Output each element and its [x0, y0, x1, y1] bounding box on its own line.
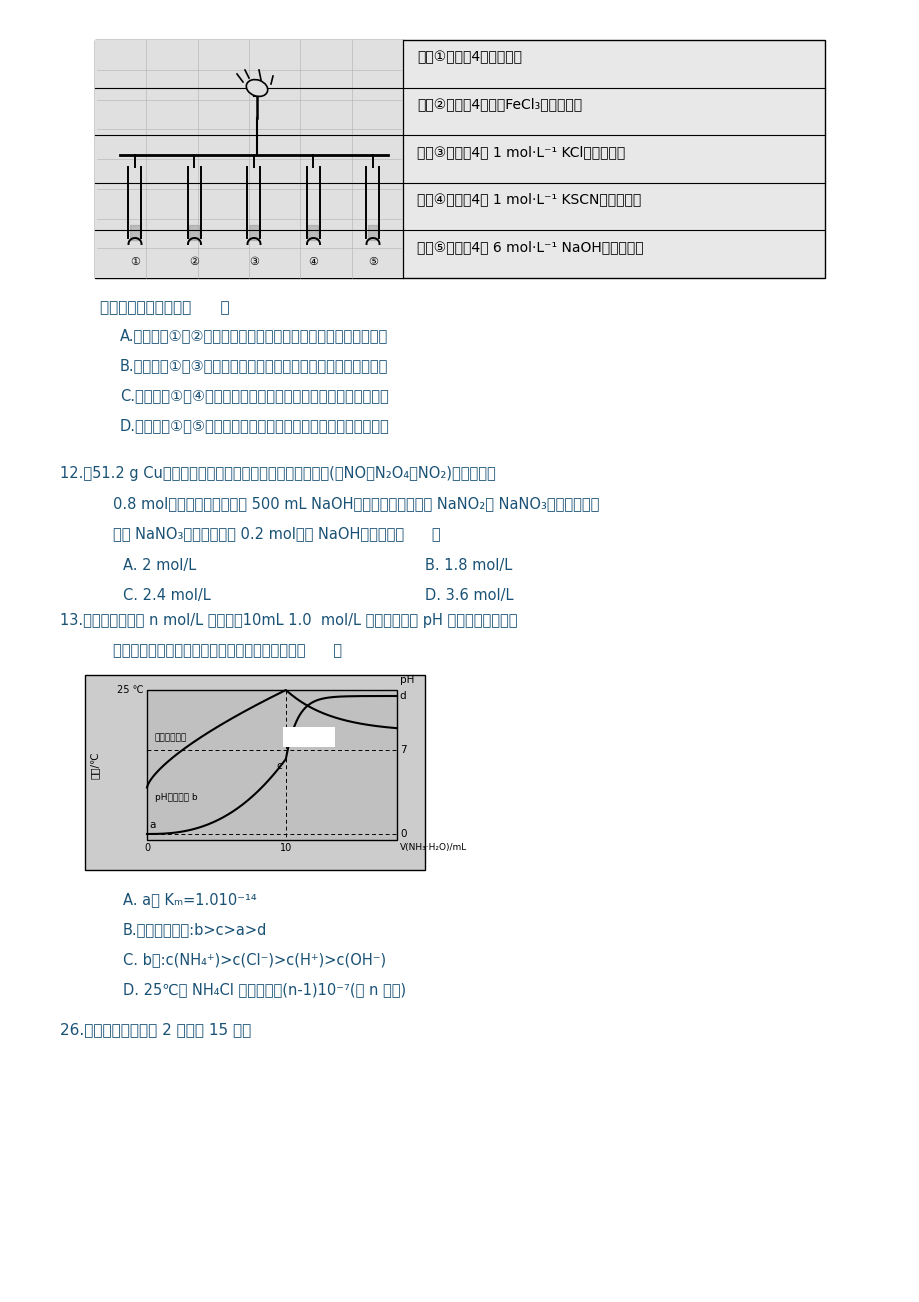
Text: 0.8 mol，这些气体恰好能被 500 mL NaOH溶液完全吸收，生成 NaNO₂和 NaNO₃两种盐溶液，: 0.8 mol，这些气体恰好能被 500 mL NaOH溶液完全吸收，生成 Na… [113, 496, 598, 510]
Text: pH: pH [400, 674, 414, 685]
Text: C. 2.4 mol/L: C. 2.4 mol/L [123, 589, 210, 603]
Text: ⑤: ⑤ [368, 256, 378, 267]
Text: 实验③：滴加4滴 1 mol·L⁻¹ KCl溶液，振荡: 实验③：滴加4滴 1 mol·L⁻¹ KCl溶液，振荡 [416, 145, 625, 159]
Text: C. b点:c(NH₄⁺)>c(Cl⁻)>c(H⁺)>c(OH⁻): C. b点:c(NH₄⁺)>c(Cl⁻)>c(H⁺)>c(OH⁻) [123, 952, 386, 967]
Text: pH变化曲线 b: pH变化曲线 b [154, 793, 198, 802]
Text: ②: ② [189, 256, 199, 267]
Text: 13.在某温度时，将 n mol/L 氨水滴入10mL 1.0  mol/L 盐酸中，溶液 pH 和温度随加入氨水: 13.在某温度时，将 n mol/L 氨水滴入10mL 1.0 mol/L 盐酸… [60, 613, 517, 628]
Text: d: d [399, 691, 405, 700]
Text: D. 25℃时 NH₄Cl 水解常数为(n-1)10⁻⁷(用 n 表示): D. 25℃时 NH₄Cl 水解常数为(n-1)10⁻⁷(用 n 表示) [123, 982, 405, 997]
Bar [95, 40, 403, 279]
Text: 12.将51.2 g Cu完全溶于适量浓碓酸中，收集到氮的氧化物(含NO、N₂O₄、NO₂)的混合物共: 12.将51.2 g Cu完全溶于适量浓碓酸中，收集到氮的氧化物(含NO、N₂O… [60, 466, 495, 480]
Bar [85, 674, 425, 870]
Text: 体积变化曲线如图所示，下列有关说法正确的是（      ）: 体积变化曲线如图所示，下列有关说法正确的是（ ） [113, 643, 342, 658]
Text: D. 3.6 mol/L: D. 3.6 mol/L [425, 589, 513, 603]
Text: B.水的电离程度:b>c>a>d: B.水的电离程度:b>c>a>d [123, 922, 267, 937]
Text: 温度变化曲线: 温度变化曲线 [154, 733, 187, 742]
Text: 实验②：滴加4滴饱和FeCl₃溶液，振荡: 实验②：滴加4滴饱和FeCl₃溶液，振荡 [416, 98, 582, 112]
Text: ①: ① [130, 256, 140, 267]
Text: 其中 NaNO₃的物质的量为 0.2 mol，则 NaOH的浓度为（      ）: 其中 NaNO₃的物质的量为 0.2 mol，则 NaOH的浓度为（ ） [113, 526, 440, 542]
Text: A.对比实验①和②，为了证明增加反应物浓度，平衡发生正向移动: A.对比实验①和②，为了证明增加反应物浓度，平衡发生正向移动 [119, 328, 388, 342]
Text: ④: ④ [308, 256, 318, 267]
Text: c: c [276, 760, 281, 771]
Text: 下列说法不正确的是（      ）: 下列说法不正确的是（ ） [100, 299, 230, 315]
Text: 温度/℃: 温度/℃ [90, 751, 100, 779]
Text: 0: 0 [400, 829, 406, 838]
Text: V(NH₃·H₂O)/mL: V(NH₃·H₂O)/mL [400, 842, 467, 852]
Text: 26.（除标注外，每空 2 分，共 15 分）: 26.（除标注外，每空 2 分，共 15 分） [60, 1022, 251, 1036]
Text: 10: 10 [279, 842, 291, 853]
Text: A. 2 mol/L: A. 2 mol/L [123, 559, 196, 573]
Text: 0: 0 [143, 842, 150, 853]
Text: a: a [149, 820, 155, 829]
Text: A. a点 Kₘ=1.010⁻¹⁴: A. a点 Kₘ=1.010⁻¹⁴ [123, 892, 256, 907]
Text: ③: ③ [249, 256, 259, 267]
Text: 25 ℃: 25 ℃ [118, 685, 144, 695]
Text: D.对比实验①和⑤，为了证明减少反应物浓度，平衡发生逆向移动: D.对比实验①和⑤，为了证明减少反应物浓度，平衡发生逆向移动 [119, 418, 390, 434]
Bar [147, 690, 397, 840]
Text: 实验⑤：滴加4滴 6 mol·L⁻¹ NaOH溶液，振荡: 实验⑤：滴加4滴 6 mol·L⁻¹ NaOH溶液，振荡 [416, 240, 643, 254]
Text: 实验④：滴加4滴 1 mol·L⁻¹ KSCN溶液，振荡: 实验④：滴加4滴 1 mol·L⁻¹ KSCN溶液，振荡 [416, 193, 641, 207]
Text: 实验①：滴加4滴水，振荡: 实验①：滴加4滴水，振荡 [416, 49, 521, 64]
Bar [283, 727, 335, 747]
Text: B. 1.8 mol/L: B. 1.8 mol/L [425, 559, 512, 573]
Bar [95, 40, 824, 279]
Text: B.对比实验①和③，为了证明增加反应物浓度，平衡发生逆向移动: B.对比实验①和③，为了证明增加反应物浓度，平衡发生逆向移动 [119, 358, 388, 372]
Text: 7: 7 [400, 745, 406, 755]
Ellipse shape [246, 79, 267, 96]
Text: C.对比实验①和④，为了证明增加反应物浓度，平衡发生正向移动: C.对比实验①和④，为了证明增加反应物浓度，平衡发生正向移动 [119, 388, 389, 404]
